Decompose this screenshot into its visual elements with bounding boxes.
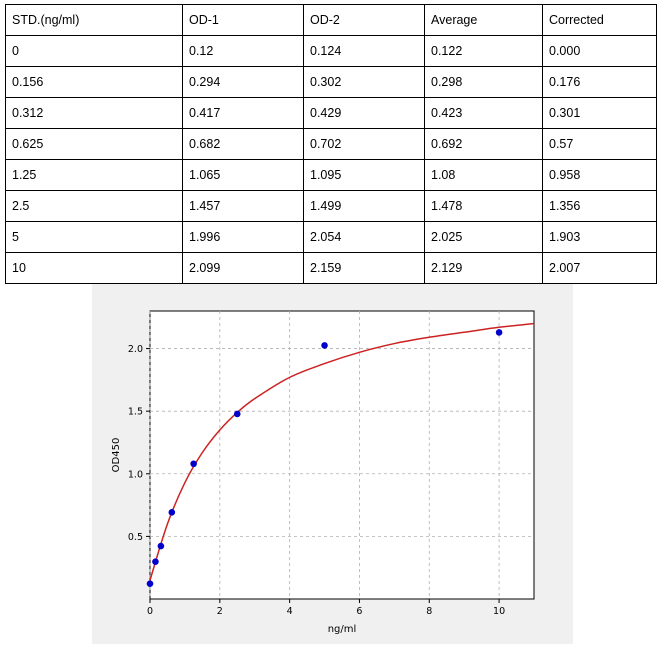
table-cell: 0.429 xyxy=(303,97,425,129)
table-cell: 0.423 xyxy=(424,97,543,129)
y-tick-label: 0.5 xyxy=(128,532,143,543)
column-header: STD.(ng/ml) xyxy=(5,4,183,36)
column-header: OD-2 xyxy=(303,4,425,36)
column-header: Average xyxy=(424,4,543,36)
table-cell: 5 xyxy=(5,221,183,253)
table-cell: 0.702 xyxy=(303,128,425,160)
data-point xyxy=(146,580,154,588)
table-cell: 0.301 xyxy=(542,97,657,129)
table-row: 1.25 1.065 1.095 1.08 0.958 xyxy=(5,159,657,191)
table-cell: 2.5 xyxy=(5,190,183,222)
table-cell: 0.302 xyxy=(303,66,425,98)
table-cell: 0.682 xyxy=(182,128,304,160)
table-row: 2.5 1.457 1.499 1.478 1.356 xyxy=(5,190,657,222)
table-cell: 0.124 xyxy=(303,35,425,67)
table-cell: 1.095 xyxy=(303,159,425,191)
table-cell: 0 xyxy=(5,35,183,67)
plot-area xyxy=(149,310,535,600)
table-cell: 0.958 xyxy=(542,159,657,191)
table-cell: 0.156 xyxy=(5,66,183,98)
table-cell: 0.57 xyxy=(542,128,657,160)
y-tick-label: 1.5 xyxy=(128,407,143,418)
table-cell: 0.417 xyxy=(182,97,304,129)
fit-curve-line xyxy=(150,322,534,581)
table-cell: 1.499 xyxy=(303,190,425,222)
table-cell: 1.25 xyxy=(5,159,183,191)
table-row: 10 2.099 2.159 2.129 2.007 xyxy=(5,252,657,284)
x-tick-label: 10 xyxy=(493,606,505,617)
table-cell: 0.000 xyxy=(542,35,657,67)
table-cell: 1.356 xyxy=(542,190,657,222)
data-point xyxy=(190,460,197,468)
table-cell: 0.692 xyxy=(424,128,543,160)
x-tick-label: 6 xyxy=(356,606,362,617)
table-cell: 0.122 xyxy=(424,35,543,67)
table-cell: 2.007 xyxy=(542,252,657,284)
x-axis-label: ng/ml xyxy=(328,624,357,635)
data-point xyxy=(321,342,328,349)
x-tick-label: 8 xyxy=(426,606,432,617)
data-point xyxy=(157,542,165,550)
data-point xyxy=(168,509,176,516)
table-cell: 2.099 xyxy=(182,252,304,284)
table-row: 0.156 0.294 0.302 0.298 0.176 xyxy=(5,66,657,98)
table-row: 0.625 0.682 0.702 0.692 0.57 xyxy=(5,128,657,160)
table-cell: 0.298 xyxy=(424,66,543,98)
x-tick-label: 4 xyxy=(287,606,293,617)
table-cell: 1.996 xyxy=(182,221,304,253)
column-header: OD-1 xyxy=(182,4,304,36)
table-cell: 1.457 xyxy=(182,190,304,222)
standard-curve-table: STD.(ng/ml) OD-1 OD-2 Average Corrected … xyxy=(5,4,657,284)
data-point xyxy=(495,329,503,336)
table-cell: 0.625 xyxy=(5,128,183,160)
table-cell: 2.025 xyxy=(424,221,543,253)
table-cell: 0.176 xyxy=(542,66,657,98)
y-tick-label: 2.0 xyxy=(128,344,143,355)
table-cell: 1.478 xyxy=(424,190,543,222)
data-point xyxy=(233,410,241,418)
table-cell: 1.065 xyxy=(182,159,304,191)
table-row: 0.312 0.417 0.429 0.423 0.301 xyxy=(5,97,657,129)
table-cell: 10 xyxy=(5,252,183,284)
table-cell: 0.12 xyxy=(182,35,304,67)
table-cell: 0.312 xyxy=(5,97,183,129)
standard-curve-chart: 0 2 4 6 8 10 0.5 1.0 1.5 2.0 ng/ml OD450 xyxy=(111,310,535,635)
table-row: 5 1.996 2.054 2.025 1.903 xyxy=(5,221,657,253)
x-tick-label: 2 xyxy=(217,606,223,617)
y-axis-label: OD450 xyxy=(111,438,122,473)
table-header-row: STD.(ng/ml) OD-1 OD-2 Average Corrected xyxy=(5,4,657,36)
data-point xyxy=(152,558,159,565)
column-header: Corrected xyxy=(542,4,657,36)
table-cell: 0.294 xyxy=(182,66,304,98)
chart-container: 0 2 4 6 8 10 0.5 1.0 1.5 2.0 ng/ml OD450 xyxy=(92,284,573,644)
table-cell: 2.129 xyxy=(424,252,543,284)
y-tick-label: 1.0 xyxy=(128,469,143,480)
table-cell: 2.159 xyxy=(303,252,425,284)
table-cell: 1.08 xyxy=(424,159,543,191)
table-cell: 2.054 xyxy=(303,221,425,253)
table-row: 0 0.12 0.124 0.122 0.000 xyxy=(5,35,657,67)
table-cell: 1.903 xyxy=(542,221,657,253)
x-tick-label: 0 xyxy=(147,606,153,617)
